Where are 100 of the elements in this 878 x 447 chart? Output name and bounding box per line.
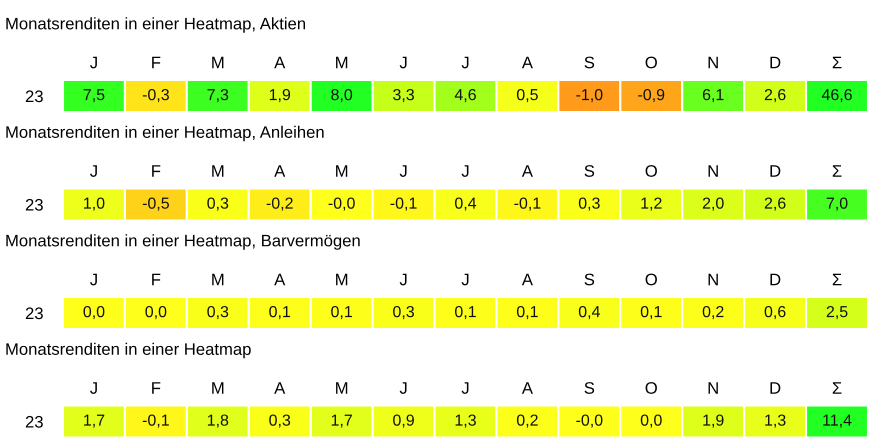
y-tick-label: 23 [26, 307, 43, 320]
data-label: 6,1 [702, 88, 724, 102]
data-label: 2,6 [764, 88, 786, 102]
x-tick-label: M [212, 382, 224, 394]
data-label: -0,1 [390, 197, 417, 211]
data-label: -0,0 [328, 197, 355, 211]
x-tick-label: J [462, 382, 468, 394]
x-tick-label: A [274, 56, 286, 68]
x-tick-label: A [522, 165, 533, 177]
data-label: 0,2 [516, 414, 538, 428]
x-tick-label: N [708, 56, 718, 68]
x-tick-label: S [584, 56, 594, 68]
x-tick-label: M [336, 274, 348, 286]
x-tick-label: J [400, 274, 407, 286]
x-tick-label: O [646, 165, 657, 177]
x-tick-label: J [400, 56, 407, 68]
x-tick-label: A [522, 274, 533, 286]
x-tick-label: O [646, 382, 657, 394]
x-tick-label: A [522, 56, 533, 68]
data-label: 3,3 [393, 88, 414, 102]
data-label: 0,4 [578, 306, 600, 320]
x-tick-label: F [152, 165, 160, 177]
data-label: 0,6 [764, 306, 786, 320]
x-tick-label: M [336, 56, 348, 68]
data-label: 0,1 [269, 306, 290, 320]
data-label: -0,2 [266, 197, 293, 211]
data-label: 2,5 [826, 306, 848, 320]
data-label: 0,3 [207, 197, 228, 211]
data-label: 0,4 [455, 197, 476, 211]
x-tick-label: D [770, 274, 780, 286]
x-tick-label: M [212, 165, 224, 177]
data-label: 0,1 [331, 306, 352, 320]
x-tick-label: D [770, 165, 780, 177]
chart-title: Monatsrenditen in einer Heatmap, Aktien [6, 17, 306, 33]
chart-title: Monatsrenditen in einer Heatmap, Barvermögen [6, 234, 360, 250]
x-tick-label: O [646, 274, 657, 286]
y-tick-label: 23 [26, 416, 43, 428]
x-tick-label: N [708, 274, 718, 286]
x-tick-label: A [522, 382, 533, 394]
chart-title: Monatsrenditen in einer Heatmap, Anleihen [6, 126, 324, 142]
data-label: 2,6 [764, 197, 786, 211]
x-tick-label: J [90, 274, 97, 286]
data-label: 7,5 [84, 89, 104, 102]
data-label: 8,0 [331, 88, 352, 102]
x-tick-label: J [400, 165, 407, 177]
x-tick-label: F [152, 274, 160, 286]
data-label: 46,6 [822, 88, 852, 102]
x-tick-label: S [584, 382, 594, 394]
x-tick-label: S [584, 274, 594, 286]
data-label: 0,3 [578, 197, 600, 211]
x-tick-label: Σ [832, 274, 842, 286]
x-tick-label: J [90, 165, 97, 177]
data-label: 0,1 [516, 306, 538, 320]
x-tick-label: D [770, 56, 780, 68]
data-label: 0,0 [640, 414, 662, 428]
data-label: 0,1 [455, 306, 476, 320]
x-tick-label: A [274, 165, 286, 177]
data-label: 0,3 [207, 306, 228, 320]
y-tick-label: 23 [26, 198, 43, 211]
data-label: 7,3 [208, 88, 228, 102]
data-label: 0,5 [516, 88, 538, 102]
x-tick-label: Σ [832, 382, 842, 394]
data-label: 0,3 [269, 414, 290, 428]
data-label: 0,9 [393, 414, 414, 428]
data-label: 1,3 [765, 414, 786, 428]
data-label: 1,2 [641, 197, 662, 211]
x-tick-label: Σ [832, 56, 842, 68]
data-label: -0,5 [142, 197, 169, 211]
data-label: -0,1 [142, 414, 169, 428]
data-label: 0,3 [393, 306, 414, 320]
data-label: 0,0 [145, 306, 166, 320]
x-tick-label: S [584, 165, 594, 177]
data-label: 2,0 [702, 197, 724, 211]
y-tick-label: 23 [26, 90, 43, 102]
data-label: 1,9 [703, 414, 724, 428]
x-tick-label: O [646, 56, 657, 68]
x-tick-label: J [462, 165, 468, 177]
data-label: 0,2 [702, 306, 724, 320]
data-label: 1,3 [456, 414, 476, 428]
data-label: 1,7 [332, 414, 352, 428]
data-label: 1,7 [84, 414, 104, 428]
x-tick-label: J [90, 56, 97, 68]
data-label: -1,0 [576, 88, 602, 102]
data-label: -0,1 [514, 197, 540, 211]
x-tick-label: J [462, 56, 468, 68]
x-tick-label: M [212, 274, 224, 286]
x-tick-label: J [462, 274, 468, 286]
x-tick-label: A [274, 274, 286, 286]
x-tick-label: J [90, 382, 97, 394]
data-label: 1,9 [270, 88, 290, 102]
data-label: 11,4 [823, 414, 852, 428]
x-tick-label: N [708, 382, 718, 394]
x-tick-label: D [770, 382, 780, 394]
data-label: 7,0 [826, 197, 848, 211]
x-tick-label: A [274, 382, 286, 394]
x-tick-label: M [336, 382, 348, 394]
data-label: -0,3 [142, 88, 169, 102]
data-label: 0,0 [83, 306, 104, 320]
data-label: 4,6 [454, 88, 476, 102]
x-tick-label: M [212, 56, 224, 68]
